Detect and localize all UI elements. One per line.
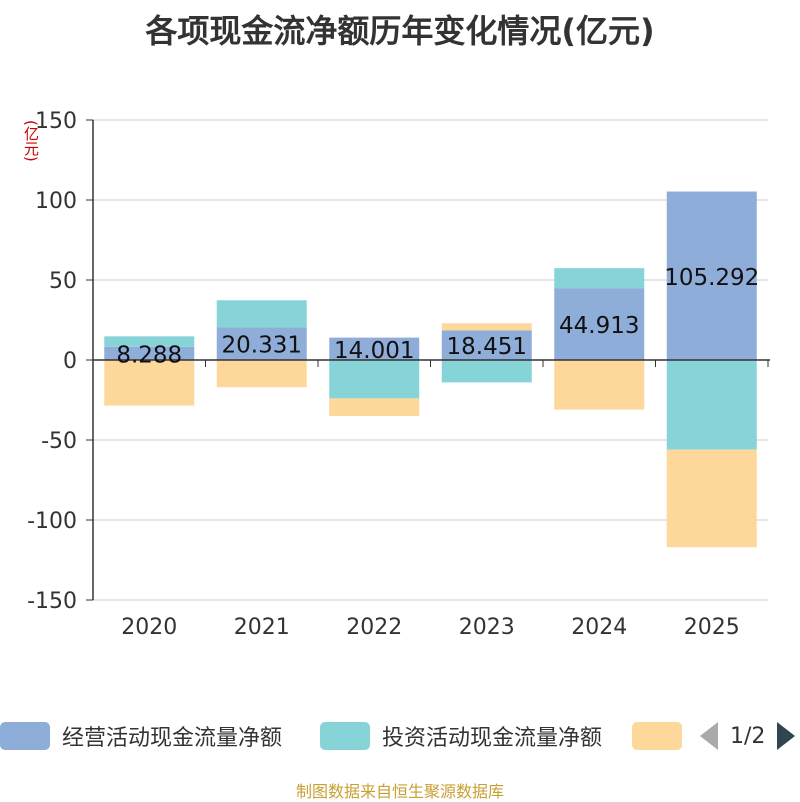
y-tick-label: -150 [27, 589, 77, 614]
bar-operating-2020 [104, 346, 195, 360]
bar-operating-2025 [666, 191, 757, 360]
bar-investing-2025 [666, 360, 757, 450]
bar-financing-2024 [554, 360, 645, 410]
x-tick-label: 2021 [234, 615, 290, 640]
legend-swatch-operating [0, 722, 50, 750]
x-tick-label: 2024 [571, 615, 627, 640]
legend-item-operating[interactable]: 经营活动现金流量净额 [0, 720, 282, 752]
y-tick-label: 100 [35, 189, 77, 214]
x-tick-label: 2022 [346, 615, 402, 640]
data-label: 8.288 [116, 342, 182, 368]
y-axis-unit: (亿元) [22, 120, 40, 162]
x-tick-label: 2020 [121, 615, 177, 640]
legend-item-investing[interactable]: 投资活动现金流量净额 [320, 720, 602, 752]
pager-text: 1/2 [730, 723, 766, 749]
legend-label-operating: 经营活动现金流量净额 [62, 726, 283, 751]
legend-swatch-financing [632, 722, 682, 750]
bar-financing-2022 [329, 398, 420, 416]
data-label: 14.001 [334, 338, 414, 364]
pager-prev-icon[interactable] [700, 722, 718, 750]
chart-title: 各项现金流净额历年变化情况(亿元) [145, 12, 655, 50]
bar-operating-2022 [329, 337, 420, 360]
y-tick-label: -100 [27, 509, 77, 534]
legend-label-investing: 投资活动现金流量净额 [382, 726, 603, 751]
bar-investing-2021 [216, 300, 307, 328]
y-tick-label: -50 [41, 429, 77, 454]
bar-investing-2022 [329, 360, 420, 399]
legend-pager: 1/2 [700, 720, 796, 752]
y-tick-label: 0 [63, 349, 77, 374]
bar-financing-2020 [104, 360, 195, 406]
x-tick-label: 2023 [459, 615, 515, 640]
source-note: 制图数据来自恒生聚源数据库 [295, 782, 504, 801]
bar-investing-2020 [104, 336, 195, 347]
bar-financing-2021 [216, 360, 307, 388]
bar-investing-2023 [441, 360, 532, 383]
y-tick-label: 50 [49, 269, 77, 294]
bar-financing-2025 [666, 449, 757, 548]
y-tick-label: 150 [35, 109, 77, 134]
bar-investing-2024 [554, 268, 645, 289]
bar-operating-2023 [441, 330, 532, 360]
data-label: 20.331 [222, 333, 302, 359]
bar-financing-2023 [441, 323, 532, 331]
data-label: 18.451 [447, 334, 527, 360]
bar-operating-2024 [554, 288, 645, 360]
data-label: 105.292 [664, 265, 759, 291]
legend-swatch-investing [320, 722, 370, 750]
legend-item-financing[interactable] [632, 720, 682, 752]
legend: 经营活动现金流量净额 投资活动现金流量净额 1/2 [0, 716, 800, 756]
bar-chart: 150 100 50 0 -50 -100 -150 2020 2021 2022 2023 2024… [27, 109, 770, 640]
data-label: 44.913 [559, 313, 639, 339]
pager-next-icon[interactable] [777, 722, 796, 750]
bar-operating-2021 [216, 327, 307, 360]
x-tick-label: 2025 [684, 615, 740, 640]
